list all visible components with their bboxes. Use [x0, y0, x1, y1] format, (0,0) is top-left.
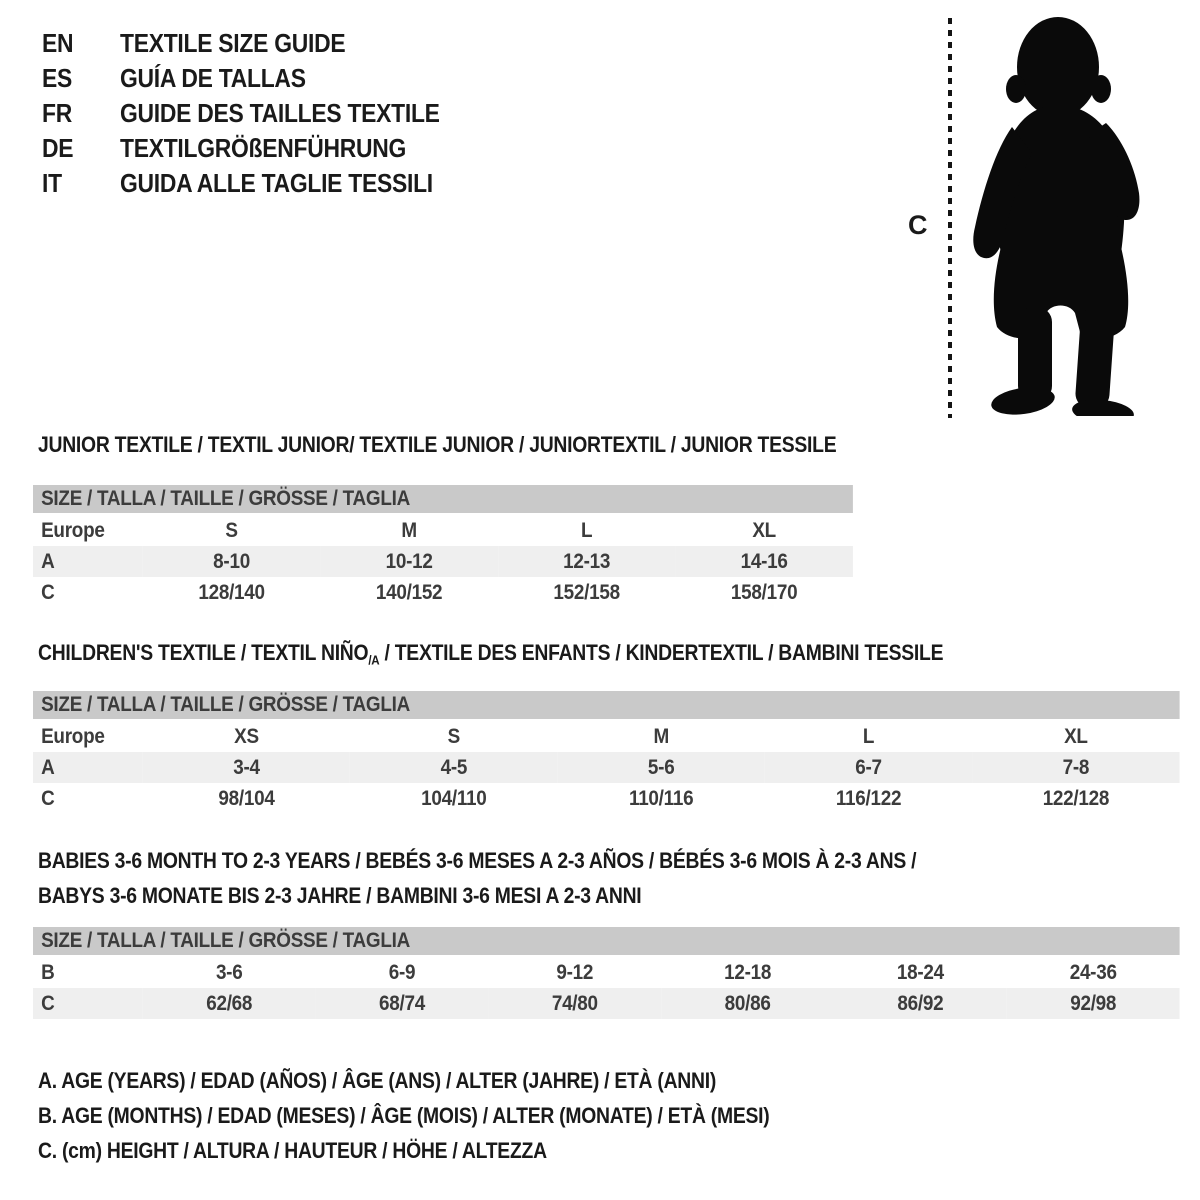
legend-line-c: C. (cm) HEIGHT / ALTURA / HAUTEUR / HÖHE…	[38, 1138, 547, 1163]
size-cell: L	[580, 518, 593, 542]
guide-title: GUIDE DES TAILLES TEXTILE	[120, 98, 440, 128]
guide-title: GUIDA ALLE TAGLIE TESSILI	[120, 168, 433, 198]
age-cell: 4-5	[440, 755, 468, 779]
baby-silhouette-icon	[973, 17, 1140, 416]
babies-size-table: SIZE / TALLA / TAILLE / GRÖSSE / TAGLIA …	[33, 927, 1180, 1019]
children-section-title: CHILDREN'S TEXTILE / TEXTIL NIÑO/A / TEX…	[38, 640, 944, 668]
language-code: IT	[42, 168, 62, 198]
size-cell: M	[653, 724, 669, 748]
guide-title: TEXTILE SIZE GUIDE	[120, 28, 346, 58]
table-row: B 3-6 6-9 9-12 12-18 18-24 24-36	[33, 957, 1180, 988]
size-header-bar: SIZE / TALLA / TAILLE / GRÖSSE / TAGLIA	[33, 485, 853, 513]
age-cell: 7-8	[1062, 755, 1090, 779]
height-cell: 80/86	[724, 991, 771, 1015]
height-cell: 62/68	[206, 991, 253, 1015]
age-cell: 3-4	[233, 755, 260, 779]
junior-size-table: SIZE / TALLA / TAILLE / GRÖSSE / TAGLIA …	[33, 485, 853, 608]
language-title-list: EN TEXTILE SIZE GUIDE ES GUÍA DE TALLAS …	[42, 28, 483, 203]
legend-line-a: A. AGE (YEARS) / EDAD (AÑOS) / ÂGE (ANS)…	[38, 1068, 717, 1093]
height-cell: 86/92	[897, 991, 944, 1015]
children-size-table: SIZE / TALLA / TAILLE / GRÖSSE / TAGLIA …	[33, 691, 1180, 814]
language-code: EN	[42, 28, 74, 58]
row-label-cell: C	[41, 580, 55, 604]
height-cell: 158/170	[730, 580, 798, 604]
guide-title: TEXTILGRÖßENFÜHRUNG	[120, 133, 407, 163]
list-item: EN TEXTILE SIZE GUIDE	[42, 28, 483, 63]
row-label-cell: C	[41, 991, 55, 1015]
dashed-measure-line	[948, 18, 952, 418]
row-label-cell: Europe	[41, 724, 105, 748]
table-row: C 128/140 140/152 152/158 158/170	[33, 577, 853, 608]
row-label-cell: C	[41, 786, 55, 810]
age-cell: 14-16	[740, 549, 788, 573]
table-row: C 98/104 104/110 110/116 116/122 122/128	[33, 783, 1180, 814]
age-cell: 12-13	[563, 549, 611, 573]
table-row: A 3-4 4-5 5-6 6-7 7-8	[33, 752, 1180, 783]
age-cell: 10-12	[385, 549, 433, 573]
measure-legend: A. AGE (YEARS) / EDAD (AÑOS) / ÂGE (ANS)…	[38, 1068, 869, 1173]
age-cell: 5-6	[647, 755, 675, 779]
row-label-cell: Europe	[41, 518, 105, 542]
language-code: DE	[42, 133, 74, 163]
age-cell: 8-10	[213, 549, 250, 573]
size-cell: S	[447, 724, 461, 748]
height-cell: 74/80	[551, 991, 598, 1015]
height-cell: 92/98	[1070, 991, 1117, 1015]
row-label-cell: B	[41, 960, 55, 984]
age-cell: 3-6	[215, 960, 243, 984]
height-cell: 68/74	[379, 991, 425, 1015]
measure-c-label: C	[908, 210, 928, 240]
list-item: DE TEXTILGRÖßENFÜHRUNG	[42, 133, 483, 168]
height-cell: 104/110	[421, 786, 487, 810]
height-cell: 116/122	[835, 786, 902, 810]
age-cell: 24-36	[1069, 960, 1117, 984]
list-item: IT GUIDA ALLE TAGLIE TESSILI	[42, 168, 483, 203]
age-cell: 9-12	[556, 960, 594, 984]
size-header-bar: SIZE / TALLA / TAILLE / GRÖSSE / TAGLIA	[33, 691, 1180, 719]
height-cell: 152/158	[553, 580, 620, 604]
language-code: ES	[42, 63, 73, 93]
age-cell: 6-7	[855, 755, 882, 779]
height-cell: 98/104	[218, 786, 275, 810]
table-row: C 62/68 68/74 74/80 80/86 86/92 92/98	[33, 988, 1180, 1019]
size-header-bar: SIZE / TALLA / TAILLE / GRÖSSE / TAGLIA	[33, 927, 1180, 955]
legend-line-b: B. AGE (MONTHS) / EDAD (MESES) / ÂGE (MO…	[38, 1103, 770, 1128]
size-cell: XL	[1064, 724, 1088, 748]
list-item: ES GUÍA DE TALLAS	[42, 63, 483, 98]
height-cell: 140/152	[375, 580, 443, 604]
size-cell: S	[225, 518, 238, 542]
row-label-cell: A	[41, 755, 55, 779]
height-cell: 122/128	[1042, 786, 1110, 810]
age-cell: 6-9	[388, 960, 416, 984]
junior-section-title: JUNIOR TEXTILE / TEXTIL JUNIOR/ TEXTILE …	[38, 432, 837, 457]
row-label-cell: A	[41, 549, 55, 573]
age-cell: 12-18	[724, 960, 772, 984]
list-item: FR GUIDE DES TAILLES TEXTILE	[42, 98, 483, 133]
age-cell: 18-24	[896, 960, 944, 984]
height-measure-figure: C	[890, 10, 1170, 425]
size-cell: XL	[752, 518, 776, 542]
height-cell: 128/140	[198, 580, 265, 604]
table-row: Europe S M L XL	[33, 515, 853, 546]
babies-section-title: BABIES 3-6 MONTH TO 2-3 YEARS / BEBÉS 3-…	[38, 848, 917, 908]
table-row: A 8-10 10-12 12-13 14-16	[33, 546, 853, 577]
size-cell: L	[862, 724, 875, 748]
height-cell: 110/116	[628, 786, 694, 810]
size-cell: XS	[234, 724, 259, 748]
guide-title: GUÍA DE TALLAS	[120, 63, 306, 93]
table-row: Europe XS S M L XL	[33, 721, 1180, 752]
language-code: FR	[42, 98, 72, 128]
size-cell: M	[401, 518, 417, 542]
